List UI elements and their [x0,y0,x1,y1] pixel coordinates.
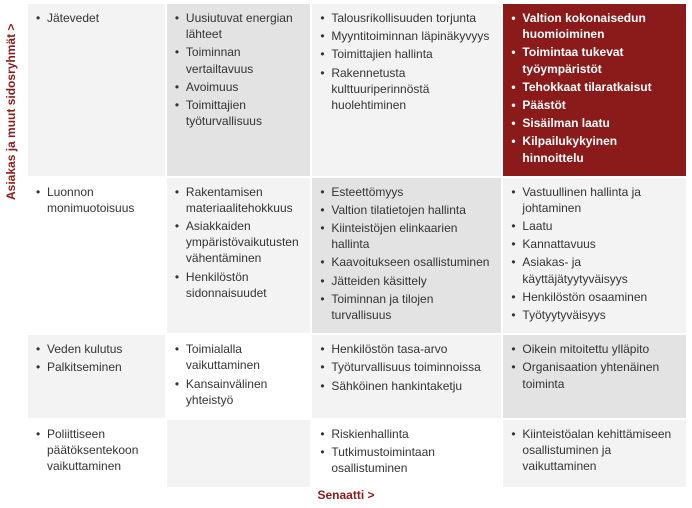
matrix-cell: Uusiutuvat energian lähteetToiminnan ver… [167,4,310,176]
cell-list: Vastuullinen hallinta ja johtaminen Laatu… [511,184,678,324]
cell-list-item: Tehokkaat tilaratkaisut [511,79,678,95]
cell-list-item: Henkilöstön osaaminen [511,289,678,305]
cell-list-item: Asiakas- ja käyttäjätyytyväisyys [511,254,678,286]
cell-list-item: Sisäilman laatu [511,115,678,131]
y-axis-label: Asiakas ja muut sidosryhmät > [4,24,18,200]
cell-list: Luonnon monimuotoisuus [36,184,157,216]
matrix-cell: Henkilöstön tasa-arvo Työturvallisuus toi… [312,335,501,418]
cell-list-item: Toimittajien työturvallisuus [175,97,302,129]
cell-list-item: Kannattavuus [511,236,678,252]
cell-list: Kiinteistöalan kehittämiseen osallistumi… [511,426,678,475]
matrix-cell: Esteettömyys Valtion tilatietojen hallint… [312,178,501,334]
cell-list: Oikein mitoitettu ylläpito Organisaation … [511,341,678,392]
cell-list-item: Rakennetusta kulttuuriperinnöstä huoleht… [320,65,493,114]
cell-list-item: Vastuullinen hallinta ja johtaminen [511,184,678,216]
cell-list-item: Henkilöstön tasa-arvo [320,341,493,357]
cell-list: Esteettömyys Valtion tilatietojen hallint… [320,184,493,324]
cell-list-item: Henkilöstön sidonnaisuudet [175,269,302,301]
cell-list-item: Uusiutuvat energian lähteet [175,10,302,42]
cell-list-item: Palkitseminen [36,359,157,375]
matrix-cell: Poliittiseen päätöksentekoon vaikuttamin… [28,420,165,487]
matrix-cell: Valtion kokonaisedun huomioiminenToimint… [503,4,686,176]
cell-list-item: Valtion kokonaisedun huomioiminen [511,10,678,42]
cell-list-item: Kaavoitukseen osallistuminen [320,254,493,270]
materiality-matrix: JätevedetUusiutuvat energian lähteetToim… [26,2,688,489]
cell-list-item: Päästöt [511,97,678,113]
cell-list-item: Toiminnan vertailtavuus [175,44,302,76]
matrix-row: Luonnon monimuotoisuus Rakentamisen mater… [28,178,686,334]
cell-list-item: Jätevedet [36,10,157,26]
cell-list: Poliittiseen päätöksentekoon vaikuttamin… [36,426,157,475]
cell-list-item: Esteettömyys [320,184,493,200]
cell-list: Rakentamisen materiaalitehokkuusAsiakkai… [175,184,302,301]
cell-list-item: Organisaation yhtenäinen toiminta [511,359,678,391]
cell-list-item: Veden kulutus [36,341,157,357]
matrix-cell [167,420,310,487]
cell-list-item: Toimialalla vaikuttaminen [175,341,302,373]
cell-list-item: Toimittajien hallinta [320,46,493,62]
cell-list: Valtion kokonaisedun huomioiminenToimint… [511,10,678,166]
cell-list-item: Avoimuus [175,79,302,95]
cell-list: Jätevedet [36,10,157,26]
matrix-row: Poliittiseen päätöksentekoon vaikuttamin… [28,420,686,487]
x-axis-label: Senaatti > [0,488,692,502]
cell-list-item: Kilpailukykyinen hinnoittelu [511,133,678,165]
cell-list-item: Oikein mitoitettu ylläpito [511,341,678,357]
cell-list-item: Toimintaa tukevat työympäristöt [511,44,678,76]
matrix-row: Veden kulutus Palkitseminen Toimialalla va… [28,335,686,418]
cell-list: Veden kulutus Palkitseminen [36,341,157,375]
cell-list-item: Rakentamisen materiaalitehokkuus [175,184,302,216]
matrix-cell: Luonnon monimuotoisuus [28,178,165,334]
cell-list: Uusiutuvat energian lähteetToiminnan ver… [175,10,302,129]
cell-list-item: Talousrikollisuuden torjunta [320,10,493,26]
cell-list-item: Myyntitoiminnan läpinäkyvyys [320,28,493,44]
cell-list-item: Työtyytyväisyys [511,307,678,323]
cell-list-item: Asiakkaiden ympäristövaikutusten vähentä… [175,218,302,267]
matrix-row: JätevedetUusiutuvat energian lähteetToim… [28,4,686,176]
cell-list-item: Kiinteistöjen elinkaarien hallinta [320,220,493,252]
cell-list-item: Kiinteistöalan kehittämiseen osallistumi… [511,426,678,475]
matrix-cell: Talousrikollisuuden torjunta Myyntitoimin… [312,4,501,176]
cell-list-item: Jätteiden käsittely [320,273,493,289]
cell-list-item: Valtion tilatietojen hallinta [320,202,493,218]
cell-list-item: Tutkimustoimintaan osallistuminen [320,444,493,476]
cell-list: Riskienhallinta Tutkimustoimintaan osalli… [320,426,493,477]
cell-list-item: Kansainvälinen yhteistyö [175,376,302,408]
cell-list-item: Laatu [511,218,678,234]
cell-list: Toimialalla vaikuttaminenKansainvälinen … [175,341,302,408]
cell-list-item: Toiminnan ja tilojen turvallisuus [320,291,493,323]
cell-list: Henkilöstön tasa-arvo Työturvallisuus toi… [320,341,493,394]
matrix-cell: Kiinteistöalan kehittämiseen osallistumi… [503,420,686,487]
cell-list-item: Sähköinen hankintaketju [320,378,493,394]
matrix-wrapper: JätevedetUusiutuvat energian lähteetToim… [26,2,688,489]
matrix-cell: Veden kulutus Palkitseminen [28,335,165,418]
cell-list-item: Riskienhallinta [320,426,493,442]
matrix-cell: Jätevedet [28,4,165,176]
cell-list: Talousrikollisuuden torjunta Myyntitoimin… [320,10,493,113]
cell-list-item: Poliittiseen päätöksentekoon vaikuttamin… [36,426,157,475]
matrix-cell: Rakentamisen materiaalitehokkuusAsiakkai… [167,178,310,334]
matrix-cell: Oikein mitoitettu ylläpito Organisaation … [503,335,686,418]
matrix-cell: Toimialalla vaikuttaminenKansainvälinen … [167,335,310,418]
cell-list-item: Työturvallisuus toiminnoissa [320,359,493,375]
matrix-cell: Riskienhallinta Tutkimustoimintaan osalli… [312,420,501,487]
matrix-cell: Vastuullinen hallinta ja johtaminen Laatu… [503,178,686,334]
cell-list-item: Luonnon monimuotoisuus [36,184,157,216]
